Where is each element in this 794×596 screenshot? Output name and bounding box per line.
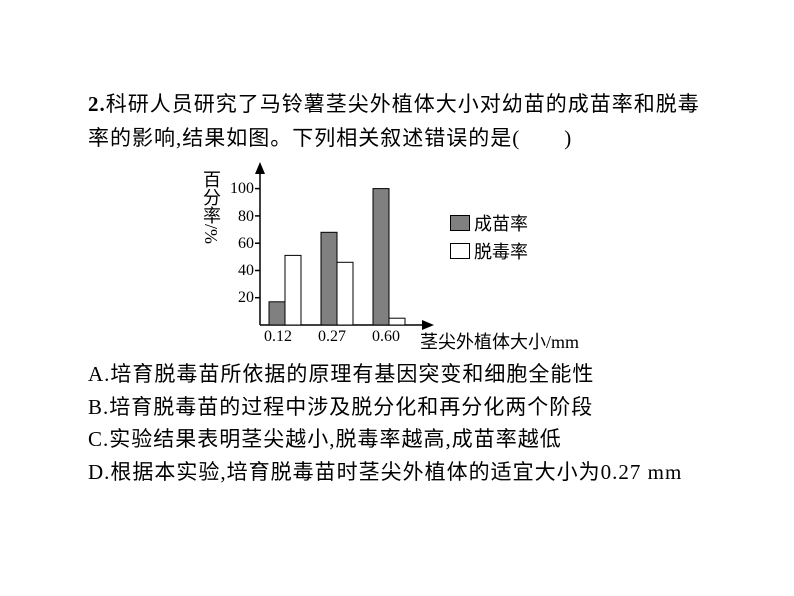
- x-axis-label: 茎尖外植体大小/mm: [420, 328, 579, 354]
- legend: 成苗率 脱毒率: [450, 210, 528, 266]
- question-line1: 科研人员研究了马铃薯茎尖外植体大小对幼苗的成苗率和脱毒: [106, 92, 700, 116]
- legend-box-virusfree: [450, 243, 470, 259]
- bar-seedling-027: [321, 232, 337, 325]
- xtick-label-012: 0.12: [264, 328, 292, 346]
- option-c: C.实验结果表明茎尖越小,脱毒率越高,成苗率越低: [88, 423, 706, 456]
- bar-virusfree-012: [285, 256, 301, 326]
- ytick-label-80: 80: [224, 208, 254, 226]
- option-a: A.培育脱毒苗所依据的原理有基因突变和细胞全能性: [88, 358, 706, 391]
- bar-virusfree-060: [389, 318, 405, 325]
- legend-item-virusfree: 脱毒率: [450, 238, 528, 264]
- options: A.培育脱毒苗所依据的原理有基因突变和细胞全能性 B.培育脱毒苗的过程中涉及脱分…: [88, 358, 706, 488]
- ytick-label-20: 20: [224, 289, 254, 307]
- option-b: B.培育脱毒苗的过程中涉及脱分化和再分化两个阶段: [88, 391, 706, 424]
- ytick-label-60: 60: [224, 235, 254, 253]
- legend-label-seedling: 成苗率: [474, 210, 528, 236]
- bar-seedling-012: [269, 302, 285, 325]
- bar-seedling-060: [373, 189, 389, 325]
- xtick-label-060: 0.60: [372, 328, 400, 346]
- question-line2: 率的影响,结果如图。下列相关叙述错误的是( ): [88, 126, 572, 150]
- question-number: 2.: [88, 92, 106, 116]
- y-axis-label: 百分率/%: [202, 170, 220, 244]
- legend-box-seedling: [450, 215, 470, 231]
- bar-virusfree-027: [337, 262, 353, 325]
- legend-item-seedling: 成苗率: [450, 210, 528, 236]
- chart-svg: [202, 160, 592, 350]
- option-d: D.根据本实验,培育脱毒苗时茎尖外植体的适宜大小为0.27 mm: [88, 456, 706, 489]
- legend-label-virusfree: 脱毒率: [474, 238, 528, 264]
- bar-chart: 百分率/% 20 40 60 80 100 0.12 0.27 0.60 茎尖外…: [202, 160, 592, 350]
- ytick-label-100: 100: [224, 180, 254, 198]
- ytick-label-40: 40: [224, 262, 254, 280]
- question-text: 2.科研人员研究了马铃薯茎尖外植体大小对幼苗的成苗率和脱毒 率的影响,结果如图。…: [88, 88, 706, 155]
- y-arrow: [255, 162, 265, 174]
- xtick-label-027: 0.27: [318, 328, 346, 346]
